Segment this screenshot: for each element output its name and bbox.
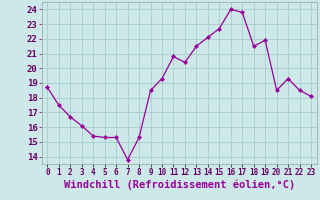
X-axis label: Windchill (Refroidissement éolien,°C): Windchill (Refroidissement éolien,°C): [64, 180, 295, 190]
